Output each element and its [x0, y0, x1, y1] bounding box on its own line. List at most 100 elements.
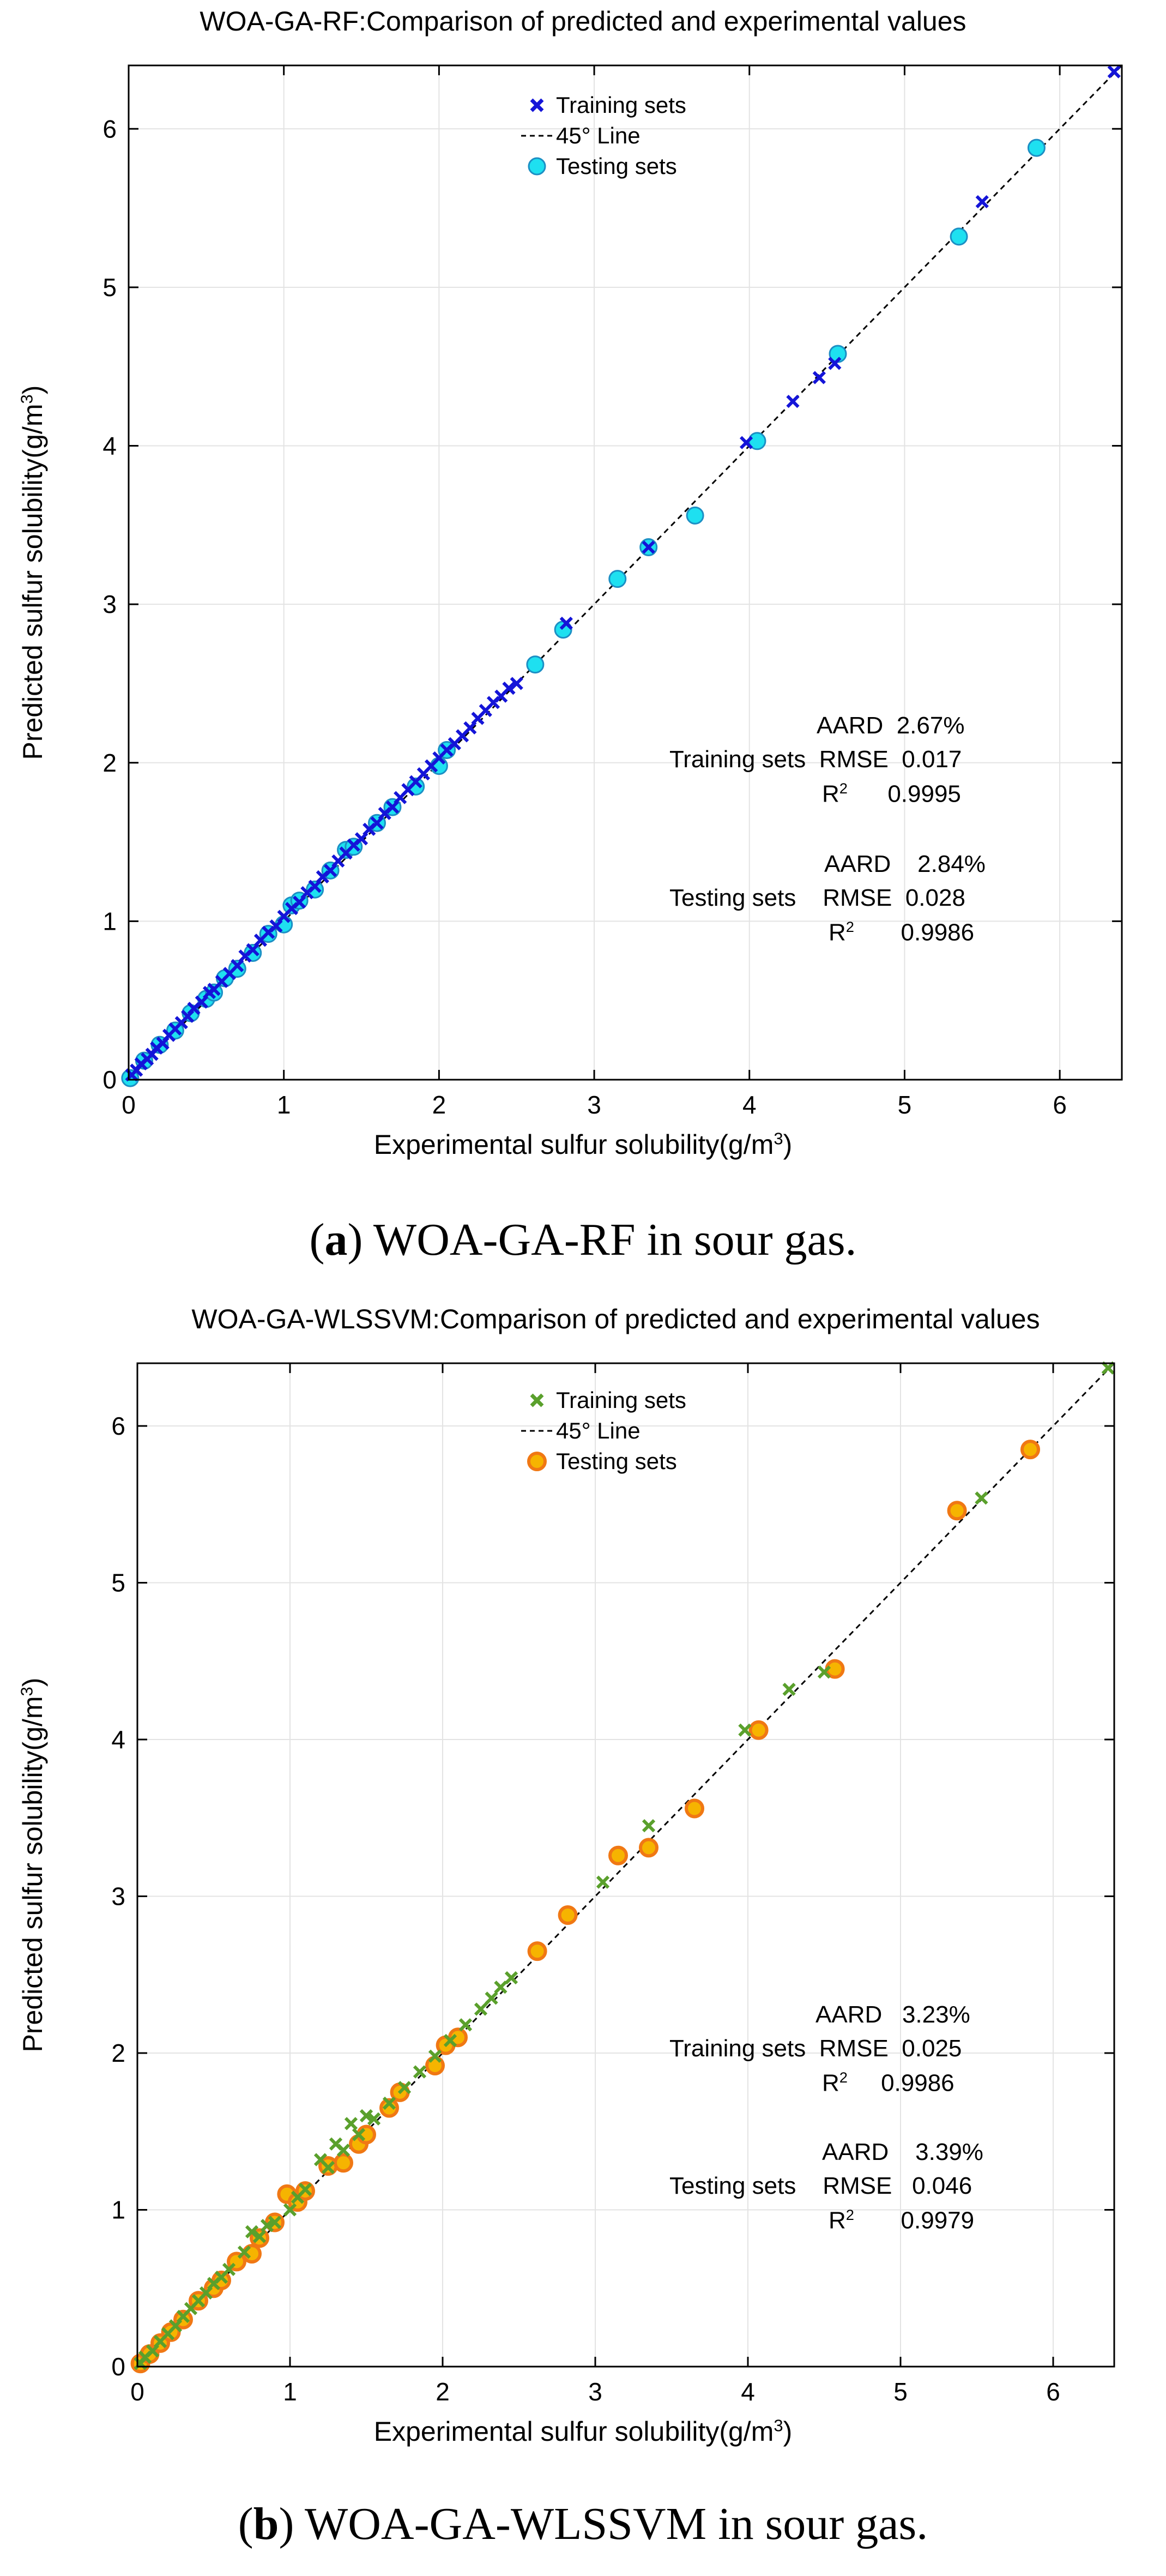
- testing-point: [205, 983, 223, 1002]
- training-point-stroke: [642, 1819, 656, 1833]
- training-point: [336, 2144, 351, 2157]
- y-axis-label-sup: 3: [17, 1687, 37, 1696]
- training-point: [975, 1491, 988, 1505]
- training-point: [359, 2109, 373, 2123]
- legend-item-line: 45° Line: [518, 121, 686, 151]
- training-point-stroke: [443, 2033, 457, 2048]
- scatter-chart-wlssvm: 0 1 2 3 4 5 6 0 1 2 3 4 5 6: [111, 1361, 1115, 2406]
- testing-aard: AARD 3.39%: [822, 2139, 983, 2166]
- testing-point: [608, 1845, 628, 1865]
- legend-label-line: 45° Line: [556, 123, 641, 148]
- training-point-stroke: [413, 2065, 427, 2079]
- r2-sup: 2: [839, 2069, 848, 2086]
- training-point: [252, 2230, 267, 2243]
- x-axis-label-sup: 3: [774, 2416, 783, 2435]
- legend-item-training: Training sets: [518, 1385, 686, 1416]
- training-point-stroke: [975, 195, 989, 209]
- training-point-stroke: [352, 2128, 366, 2141]
- testing-point: [686, 506, 704, 525]
- training-point-stroke: [828, 357, 842, 370]
- aard-label: AARD: [822, 2139, 889, 2165]
- testing-point: [244, 944, 262, 962]
- y-tick-label: 4: [102, 432, 117, 460]
- training-point: [510, 677, 523, 690]
- training-label: Training sets: [669, 2035, 806, 2062]
- training-point-stroke: [298, 2183, 312, 2196]
- r2-label: R: [822, 2069, 839, 2097]
- aard-value: 3.23%: [902, 2001, 970, 2028]
- training-point: [642, 540, 655, 554]
- x-tick-label: 4: [742, 1091, 757, 1119]
- testing-point: [379, 2098, 399, 2118]
- plot-frame: [128, 64, 1123, 1081]
- x-tick-label: 4: [741, 2378, 755, 2406]
- training-point-stroke: [245, 2225, 259, 2238]
- training-point-stroke: [812, 371, 826, 384]
- training-point-stroke: [329, 2137, 343, 2151]
- r2-label: R: [829, 2207, 846, 2234]
- training-label: Training sets: [669, 746, 806, 773]
- legend-item-testing: Testing sets: [518, 1446, 686, 1477]
- training-point-stroke: [313, 2153, 328, 2166]
- figure-caption-a: (a) WOA-GA-RF in sour gas.: [309, 1214, 857, 1265]
- training-point: [382, 2096, 396, 2110]
- training-rmse: Training sets RMSE 0.025: [669, 2035, 962, 2062]
- training-point-stroke: [596, 1875, 610, 1889]
- training-point: [428, 2049, 442, 2063]
- r2-label: R: [829, 919, 846, 946]
- caption-letter: b: [253, 2499, 279, 2549]
- dashed-line-icon: [521, 1430, 553, 1432]
- training-point: [975, 195, 989, 209]
- y-axis-label-sup: 3: [17, 394, 37, 404]
- r2-value: 0.9995: [887, 780, 961, 808]
- testing-point: [306, 880, 324, 899]
- panel-b: WOA-GA-WLSSVM:Comparison of predicted an…: [0, 1287, 1166, 2576]
- rmse-label: RMSE: [823, 2172, 892, 2199]
- testing-point: [639, 1838, 658, 1858]
- training-point: [502, 682, 516, 695]
- training-point: [397, 2081, 412, 2094]
- r2-value: 0.9986: [881, 2069, 954, 2097]
- x-tick-label: 2: [432, 1091, 446, 1119]
- y-tick-label: 4: [111, 1725, 125, 1754]
- x-tick-label: 5: [898, 1091, 912, 1119]
- legend-item-training: Training sets: [518, 90, 686, 121]
- training-point: [413, 2065, 427, 2079]
- caption-letter: a: [324, 1214, 348, 1265]
- aard-label: AARD: [824, 851, 891, 877]
- x-marker-icon: [530, 98, 544, 112]
- testing-rmse: Testing sets RMSE 0.046: [669, 2172, 972, 2200]
- legend-label-testing: Testing sets: [556, 1448, 677, 1474]
- training-aard: AARD 2.67%: [817, 712, 964, 739]
- training-point: [1101, 1361, 1115, 1375]
- rmse-value: 0.046: [912, 2172, 972, 2199]
- aard-label: AARD: [815, 2001, 883, 2028]
- training-point: [817, 1665, 831, 1679]
- training-point-stroke: [321, 2160, 335, 2174]
- testing-label: Testing sets: [669, 884, 796, 911]
- x-axis-label-sup: 3: [774, 1129, 783, 1148]
- testing-point: [334, 2153, 353, 2173]
- training-point-stroke: [502, 682, 516, 695]
- testing-point: [748, 1720, 769, 1740]
- rmse-label: RMSE: [819, 2035, 889, 2062]
- r2-value: 0.9979: [901, 2207, 975, 2234]
- figure-caption-b: (b) WOA-GA-WLSSVM in sour gas.: [238, 2499, 928, 2549]
- training-point-stroke: [817, 1665, 831, 1679]
- training-point: [268, 2216, 282, 2229]
- training-point-stroke: [344, 2117, 358, 2130]
- training-point: [485, 1991, 498, 2005]
- x-tick-label: 1: [277, 1091, 291, 1119]
- training-point: [283, 2203, 297, 2217]
- training-point: [1107, 65, 1121, 79]
- aard-label: AARD: [817, 712, 884, 739]
- training-point-stroke: [504, 1971, 518, 1985]
- testing-point: [1027, 139, 1046, 157]
- training-point: [260, 2219, 274, 2232]
- training-point: [344, 2117, 358, 2130]
- y-axis-label-close: ): [17, 385, 48, 395]
- training-point: [474, 2002, 488, 2016]
- training-r2: R2 0.9995: [822, 780, 961, 808]
- training-point: [443, 2033, 457, 2048]
- testing-point: [448, 2027, 468, 2048]
